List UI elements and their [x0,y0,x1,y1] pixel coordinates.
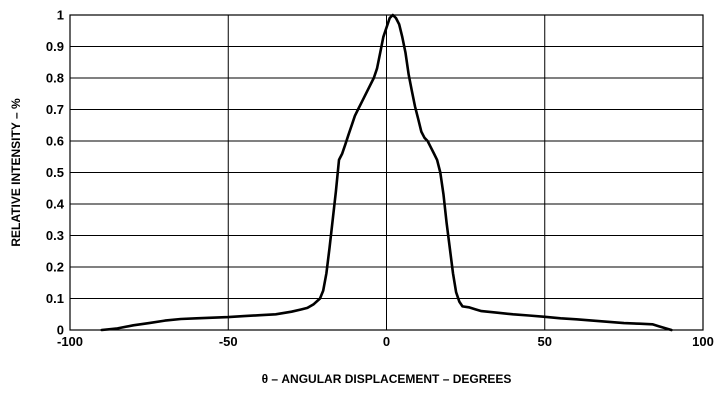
y-tick-label: 0.1 [46,291,64,306]
y-tick-label: 0.3 [46,228,64,243]
y-tick-label: 0.7 [46,102,64,117]
y-tick-label: 0.4 [46,197,65,212]
y-tick-label: 0 [57,323,64,338]
grid [69,14,704,331]
x-axis-title: θ – ANGULAR DISPLACEMENT – DEGREES [262,372,512,386]
series-layer [100,13,673,332]
x-tick-label: 100 [692,334,714,349]
y-tick-labels: 0 0.1 0.2 0.3 0.4 0.5 0.6 0.7 0.8 0.9 1 [46,8,65,338]
y-tick-label: 0.6 [46,134,64,149]
y-tick-label: 1 [57,8,64,23]
x-tick-label: 50 [538,334,552,349]
plot-frame [69,14,704,331]
x-tick-label: -50 [219,334,238,349]
x-tick-label: 0 [383,334,390,349]
x-tick-labels: -100 -50 0 50 100 [57,334,714,349]
y-tick-label: 0.5 [46,165,64,180]
y-tick-label: 0.8 [46,71,64,86]
series-line-0 [100,13,673,332]
x-tick-label: -100 [57,334,83,349]
y-tick-label: 0.9 [46,39,64,54]
y-axis-title: RELATIVE INTENSITY – % [9,98,23,247]
y-tick-label: 0.2 [46,260,64,275]
